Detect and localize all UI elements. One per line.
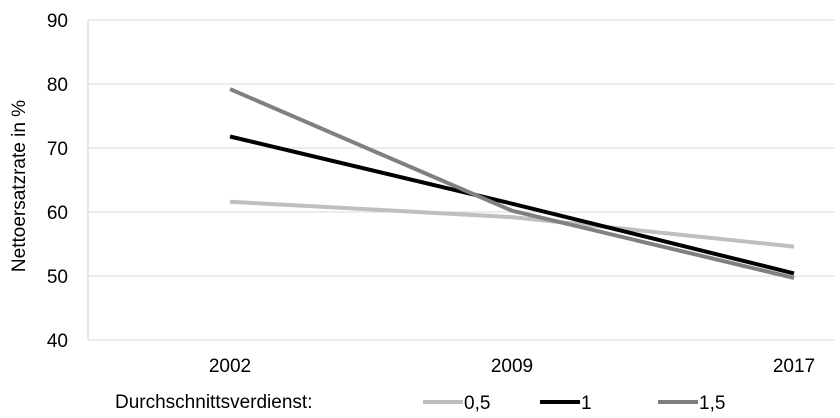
legend: Durchschnittsverdienst: 0,5 1 1,5 bbox=[115, 392, 725, 414]
series-line-1 bbox=[229, 134, 795, 276]
series-lines bbox=[229, 87, 795, 280]
x-tick-label: 2017 bbox=[773, 356, 815, 377]
gridlines bbox=[88, 19, 835, 341]
x-tick-labels: 2002 2009 2017 bbox=[209, 356, 815, 377]
legend-label: 1 bbox=[581, 393, 592, 414]
series-line-1,5 bbox=[229, 87, 795, 280]
y-tick-labels: 40 50 60 70 80 90 bbox=[47, 11, 68, 352]
legend-label: 1,5 bbox=[699, 393, 725, 414]
y-tick-label: 80 bbox=[47, 75, 68, 96]
y-tick-label: 60 bbox=[47, 203, 68, 224]
y-tick-label: 90 bbox=[47, 11, 68, 32]
y-tick-label: 50 bbox=[47, 267, 68, 288]
y-tick-label: 70 bbox=[47, 139, 68, 160]
legend-title: Durchschnittsverdienst: bbox=[115, 392, 312, 413]
x-tick-label: 2002 bbox=[209, 356, 251, 377]
legend-label: 0,5 bbox=[464, 393, 490, 414]
y-tick-label: 40 bbox=[47, 331, 68, 352]
x-tick-label: 2009 bbox=[491, 356, 533, 377]
y-axis-label: Nettoersatzrate in % bbox=[9, 100, 30, 272]
series-line-0,5 bbox=[229, 199, 795, 249]
